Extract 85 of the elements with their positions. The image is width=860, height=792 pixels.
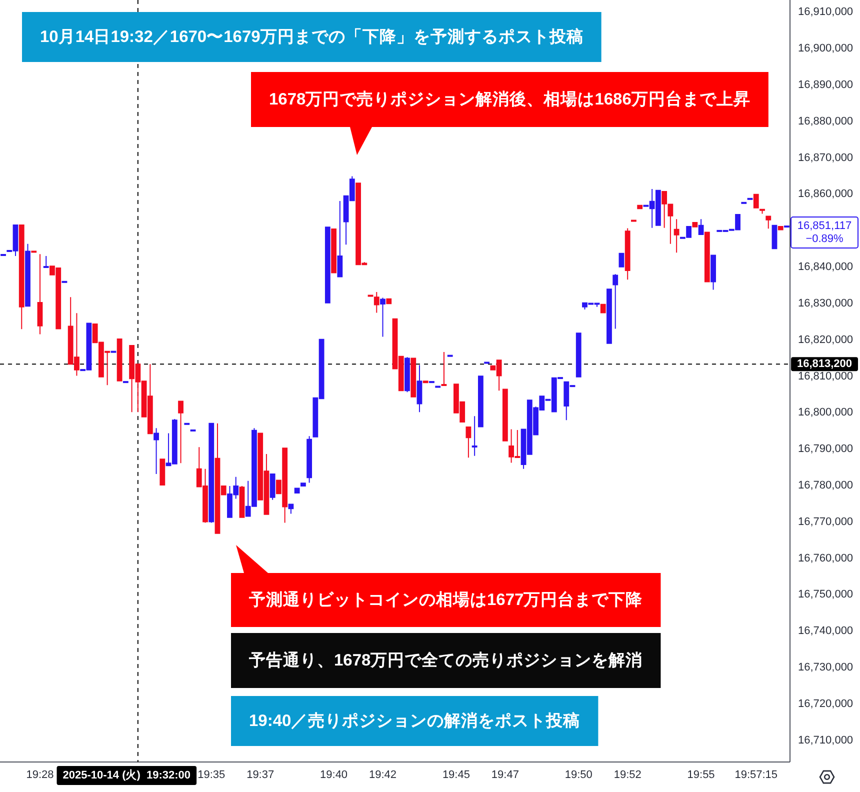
y-tick-label: 16,860,000 [798, 188, 854, 200]
candlestick [178, 400, 184, 464]
y-tick-label: 16,790,000 [798, 443, 854, 456]
x-tick-label: 19:47 [491, 768, 519, 781]
x-tick-label: 19:45 [442, 768, 470, 781]
y-tick-label: 16,800,000 [798, 406, 854, 419]
x-tick-label: 19:28 [26, 768, 54, 781]
y-tick-label: 16,900,000 [798, 42, 854, 55]
candlestick [502, 388, 508, 442]
candlestick [422, 380, 428, 384]
x-tick-label: 19:37 [246, 768, 274, 781]
x-tick-label: 19:50 [564, 768, 592, 781]
y-tick-label: 16,710,000 [798, 734, 854, 746]
candlestick [410, 358, 416, 398]
x-tick-label: 19:55 [687, 768, 715, 781]
candlestick [704, 232, 710, 282]
candlestick [478, 376, 484, 428]
candlestick [18, 224, 24, 330]
y-tick-label: 16,830,000 [798, 297, 854, 310]
candlestick [300, 482, 306, 487]
y-tick-label: 16,880,000 [798, 115, 854, 128]
candlestick [472, 416, 478, 456]
candlestick [331, 228, 336, 274]
candlestick [606, 288, 612, 344]
x-tick-label: 19:57:15 [734, 768, 778, 781]
candlestick [760, 208, 765, 214]
x-tick-label: 19:40 [320, 768, 348, 781]
candlestick [600, 304, 606, 314]
candlestick [239, 486, 245, 518]
annotation: 予測通りビットコインの相場は1677万円台まで下降 [248, 590, 644, 609]
candlestick [43, 255, 49, 268]
x-tick-label: 19:35 [198, 768, 226, 781]
candlestick [416, 364, 422, 413]
candlestick [116, 338, 122, 382]
candlestick [386, 298, 392, 304]
candlestick [324, 226, 330, 304]
candlestick [270, 474, 276, 500]
candlestick [294, 488, 300, 494]
y-tick-label: 16,740,000 [798, 625, 854, 638]
x-tick-label: 19:42 [368, 768, 397, 781]
candlestick [698, 218, 704, 235]
y-tick-label: 16,760,000 [798, 552, 854, 564]
y-tick-label: 16,870,000 [798, 152, 854, 164]
y-tick-label: 16,750,000 [798, 588, 854, 601]
annotation: 19:40／売りポジションの解消をポスト投稿 [249, 711, 580, 730]
candlestick [624, 228, 630, 280]
text: 16,851,117 −0.89% [797, 220, 852, 246]
x-tick-label: 19:52 [614, 768, 642, 781]
y-tick-label: 16,890,000 [798, 78, 854, 91]
y-tick-label: 16,820,000 [798, 334, 854, 346]
candlestick [306, 436, 312, 484]
candlestick [618, 252, 624, 268]
annotation: 10月14日19:32／1670〜1679万円までの「下降」を予測するポスト投稿 [40, 27, 584, 46]
candlestick [208, 422, 214, 524]
candlestick [576, 332, 582, 378]
candlestick [154, 428, 159, 475]
y-tick-label: 16,720,000 [798, 698, 854, 710]
y-tick-label: 16,780,000 [798, 479, 854, 492]
y-tick-label: 16,730,000 [798, 662, 854, 674]
candlestick [25, 243, 30, 307]
y-tick-label: 16,810,000 [798, 370, 854, 382]
candlestick [710, 254, 716, 290]
candlestick [288, 504, 294, 514]
candlestick [637, 204, 643, 210]
y-tick-label: 16,840,000 [798, 261, 854, 274]
annotation: 1678万円で売りポジション解消後、相場は1686万円台まで上昇 [269, 90, 750, 108]
candlestick [160, 458, 166, 486]
annotation: 予告通り、1678万円で全ての売りポジションを解消 [248, 650, 643, 670]
ref-line-label: 16,813,200 [796, 358, 852, 370]
y-tick-label: 16,770,000 [798, 516, 854, 528]
candlestick [466, 426, 472, 458]
candlestick [753, 194, 759, 208]
candlestick [441, 352, 447, 386]
ref-line-label: 2025-10-14 (火) 19:32:00 [62, 768, 191, 782]
candlestick [380, 297, 386, 338]
y-tick-label: 16,910,000 [798, 6, 854, 18]
candlestick [337, 200, 343, 278]
candlestick [778, 226, 784, 230]
candlestick [674, 218, 680, 254]
candlestick [612, 274, 618, 330]
candlestick [772, 224, 778, 250]
candlestick [692, 222, 698, 228]
candlestick [404, 356, 410, 393]
candlestick [37, 254, 43, 335]
candlestick [766, 216, 772, 230]
